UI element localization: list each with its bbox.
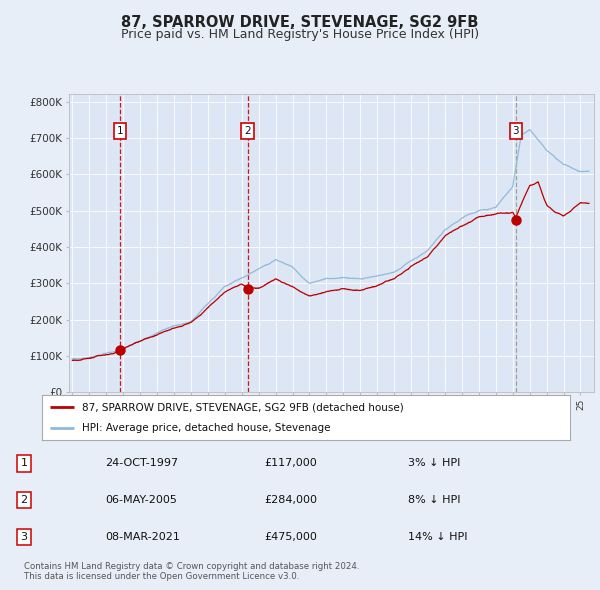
Text: £117,000: £117,000	[264, 458, 317, 468]
Text: 2: 2	[244, 126, 251, 136]
Text: 1: 1	[117, 126, 124, 136]
Text: 3% ↓ HPI: 3% ↓ HPI	[408, 458, 460, 468]
Text: 3: 3	[20, 532, 28, 542]
Text: 06-MAY-2005: 06-MAY-2005	[105, 495, 177, 505]
Text: £475,000: £475,000	[264, 532, 317, 542]
Text: 87, SPARROW DRIVE, STEVENAGE, SG2 9FB (detached house): 87, SPARROW DRIVE, STEVENAGE, SG2 9FB (d…	[82, 402, 403, 412]
Text: HPI: Average price, detached house, Stevenage: HPI: Average price, detached house, Stev…	[82, 422, 330, 432]
Text: 8% ↓ HPI: 8% ↓ HPI	[408, 495, 461, 505]
Text: 24-OCT-1997: 24-OCT-1997	[105, 458, 178, 468]
Text: 1: 1	[20, 458, 28, 468]
Text: 2: 2	[20, 495, 28, 505]
Text: 08-MAR-2021: 08-MAR-2021	[105, 532, 180, 542]
Text: Price paid vs. HM Land Registry's House Price Index (HPI): Price paid vs. HM Land Registry's House …	[121, 28, 479, 41]
Text: Contains HM Land Registry data © Crown copyright and database right 2024.
This d: Contains HM Land Registry data © Crown c…	[24, 562, 359, 581]
Text: £284,000: £284,000	[264, 495, 317, 505]
Text: 14% ↓ HPI: 14% ↓ HPI	[408, 532, 467, 542]
Text: 3: 3	[512, 126, 519, 136]
Text: 87, SPARROW DRIVE, STEVENAGE, SG2 9FB: 87, SPARROW DRIVE, STEVENAGE, SG2 9FB	[121, 15, 479, 30]
